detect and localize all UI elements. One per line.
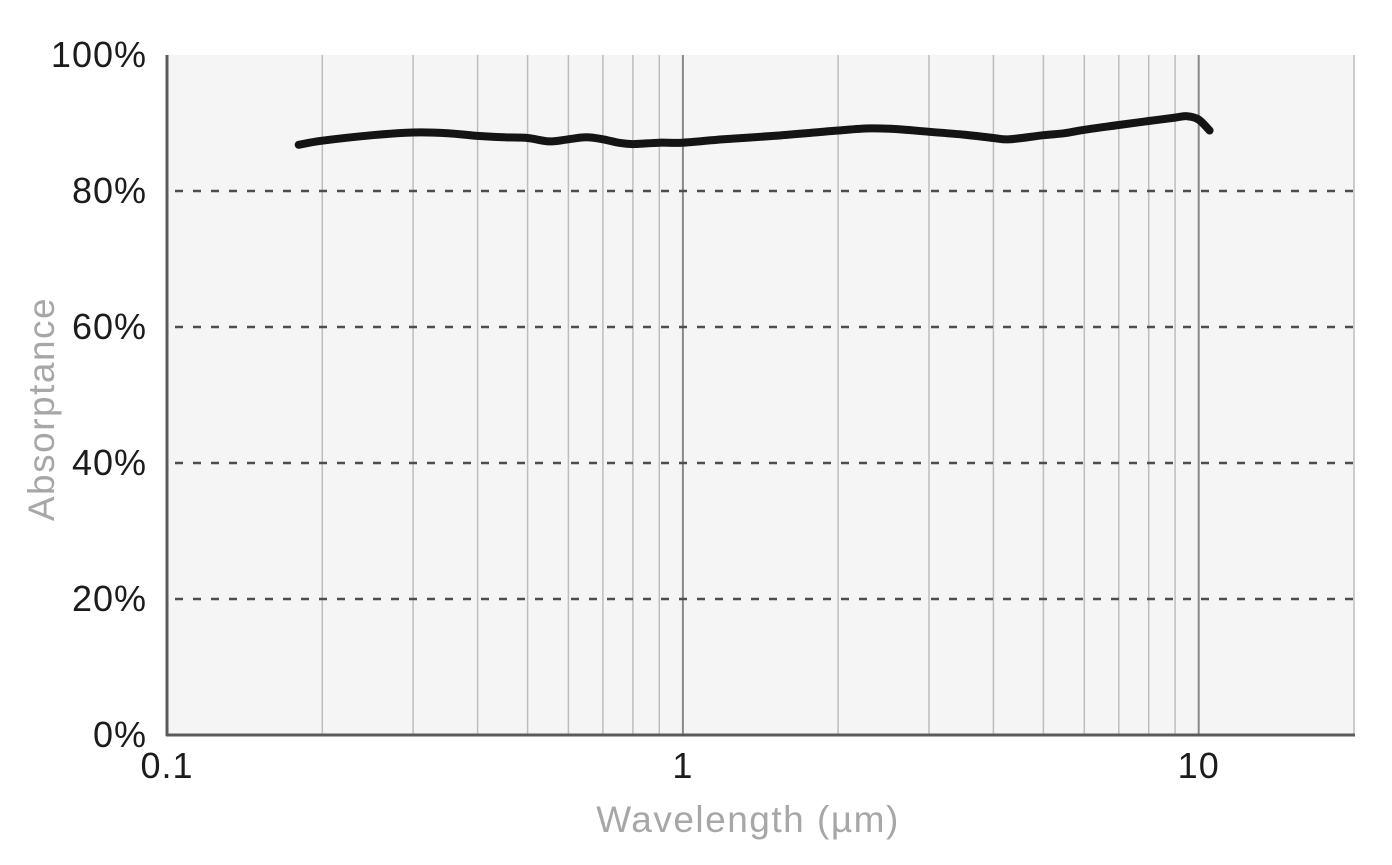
y-tick-label: 60% — [72, 306, 147, 347]
y-tick-label: 0% — [93, 714, 147, 755]
plot-area — [167, 55, 1354, 735]
y-axis-title: Absorptance — [21, 296, 62, 522]
series-line-absorptance — [294, 112, 1214, 149]
x-tick-label: 0.1 — [140, 745, 193, 786]
y-tick-label: 40% — [72, 442, 147, 483]
x-tick-label: 1 — [672, 745, 693, 786]
x-axis-title: Wavelength (µm) — [596, 799, 900, 840]
x-tick-label: 10 — [1178, 745, 1220, 786]
y-tick-label: 100% — [51, 34, 147, 75]
y-tick-label: 80% — [72, 170, 147, 211]
y-tick-label: 20% — [72, 578, 147, 619]
